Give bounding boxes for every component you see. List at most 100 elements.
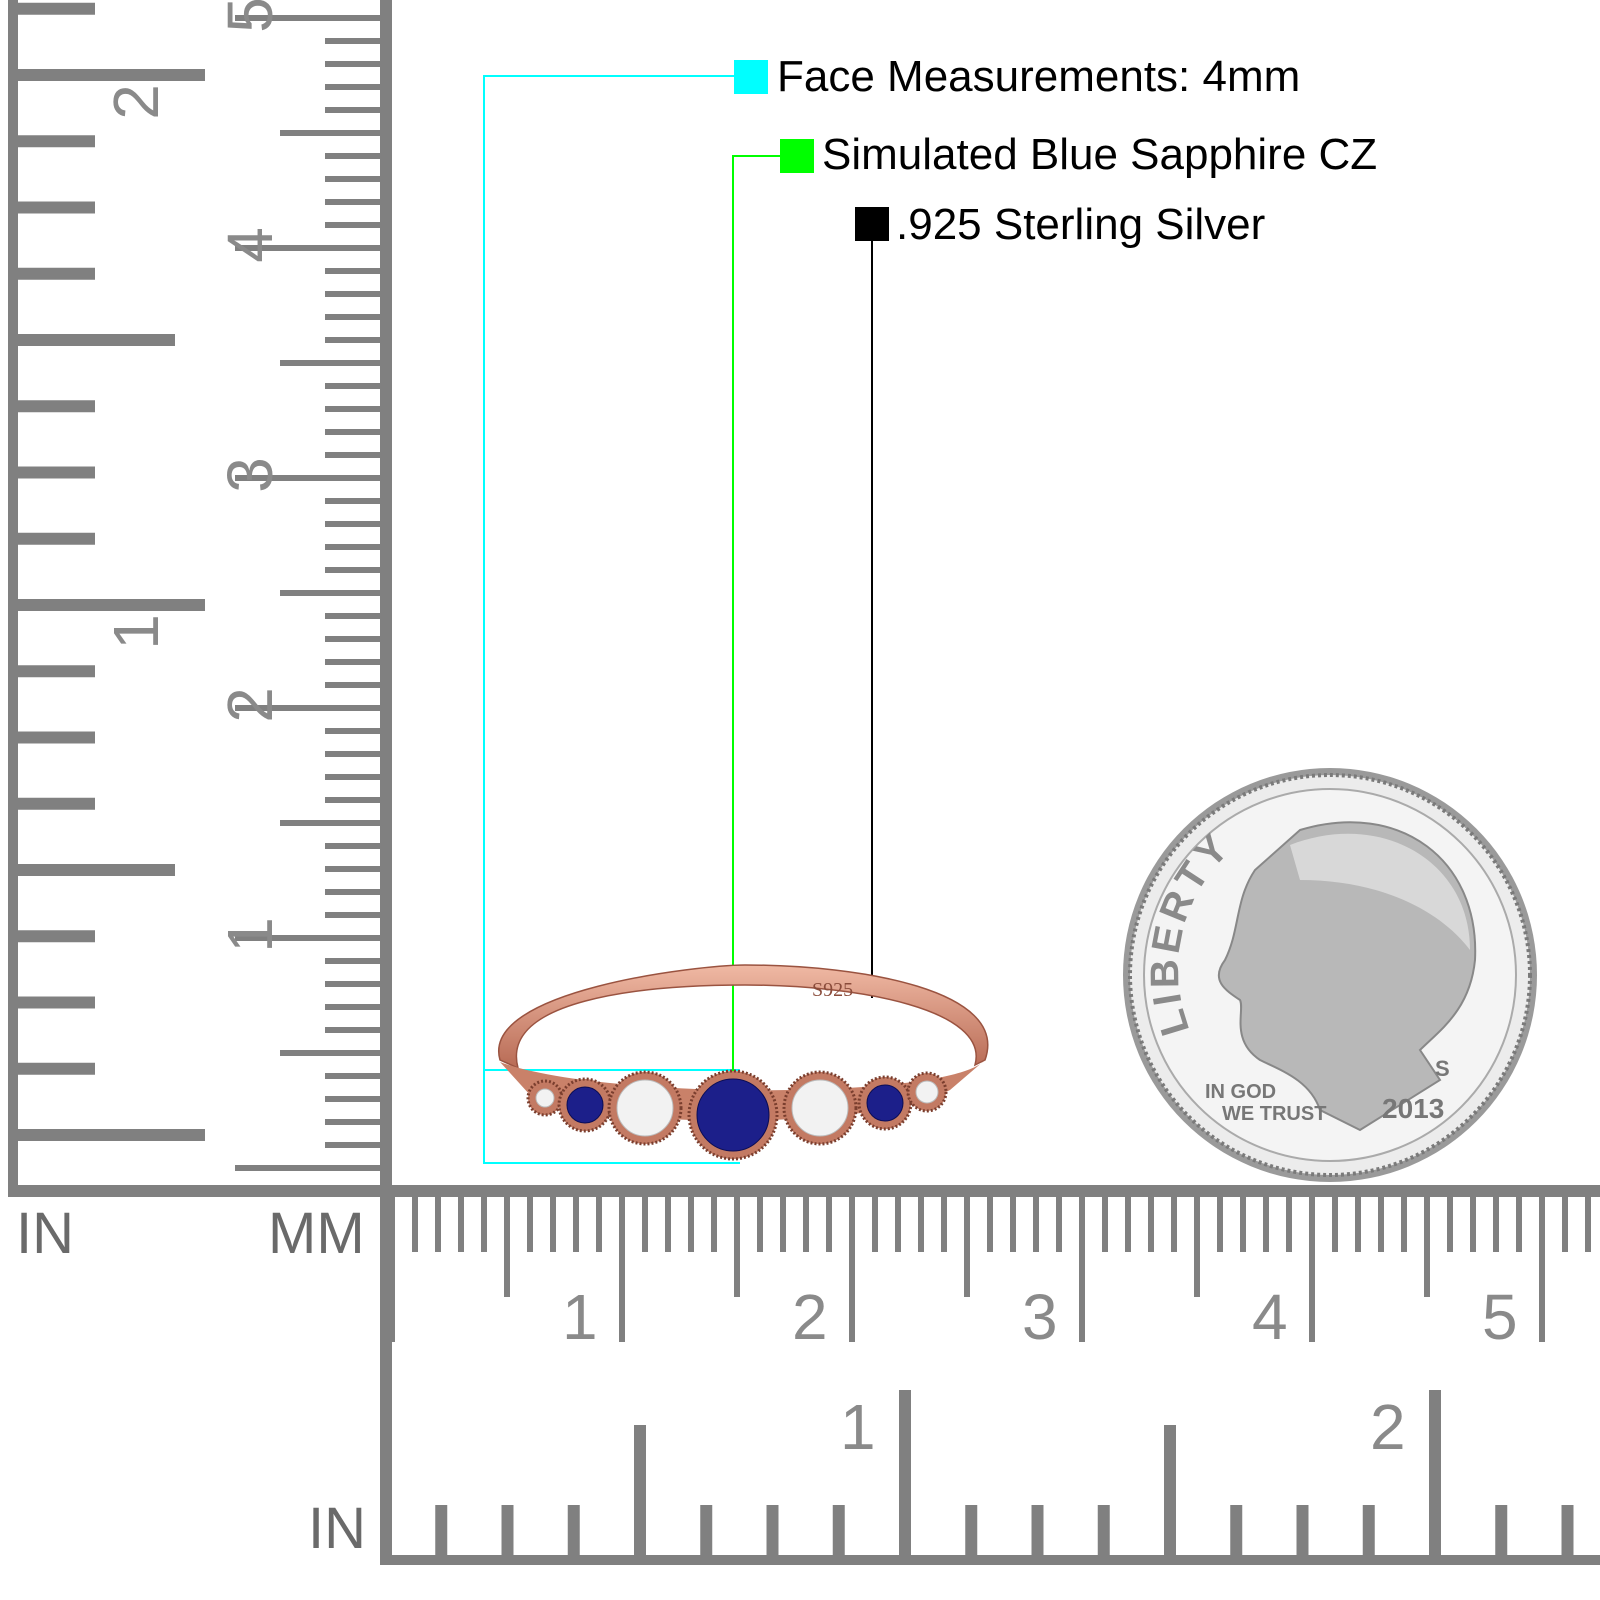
bottom-mm-tick [435, 1197, 441, 1252]
left-inch-tick [15, 599, 205, 611]
bottom-inch-tick [1097, 1505, 1110, 1555]
bottom-mm-tick [1217, 1197, 1223, 1252]
bottom-mm-tick [619, 1197, 625, 1342]
bottom-mm-tick [849, 1197, 855, 1342]
left-mm-tick [325, 567, 380, 573]
bottom-mm-tick [1056, 1197, 1062, 1252]
coin-motto-2: WE TRUST [1222, 1103, 1326, 1125]
left-mm-tick [280, 820, 380, 826]
left-mm-tick [325, 452, 380, 458]
bottom-mm-tick [1516, 1197, 1522, 1252]
left-inch-tick [15, 1062, 95, 1075]
left-mm-unit-label: MM [268, 1201, 365, 1266]
left-mm-tick [325, 843, 380, 849]
bottom-inch-tick [832, 1505, 845, 1555]
left-mm-tick [325, 866, 380, 872]
left-mm-tick [235, 935, 380, 941]
bottom-mm-label: 2 [792, 1281, 828, 1353]
sapphire-swatch [780, 139, 814, 173]
bottom-mm-tick [1033, 1197, 1039, 1252]
left-mm-tick [235, 475, 380, 481]
bottom-inch-label: 2 [1370, 1391, 1406, 1463]
coin-year: 2013 [1382, 1093, 1444, 1124]
bottom-mm-tick [1401, 1197, 1407, 1252]
left-inch-tick [15, 267, 95, 280]
bottom-inch-tick [1230, 1505, 1243, 1555]
left-inch-tick [15, 731, 95, 744]
left-mm-tick [325, 1004, 380, 1010]
left-mm-tick [325, 613, 380, 619]
bottom-mm-tick [596, 1197, 602, 1252]
bottom-mm-tick [573, 1197, 579, 1252]
left-mm-tick [325, 498, 380, 504]
face-measure-swatch [734, 60, 768, 94]
bottom-mm-tick [918, 1197, 924, 1252]
bottom-mm-tick [458, 1197, 464, 1252]
left-mm-tick [325, 797, 380, 803]
white-cz-stone [616, 1079, 674, 1137]
bottom-mm-tick [987, 1197, 993, 1252]
left-inch-tick [15, 996, 95, 1009]
left-mm-tick [325, 544, 380, 550]
coin-motto-1: IN GOD [1205, 1081, 1276, 1103]
left-mm-tick [325, 958, 380, 964]
left-mm-tick [235, 15, 380, 21]
left-inch-tick [15, 69, 205, 81]
bottom-mm-label: 3 [1022, 1281, 1058, 1353]
left-mm-tick [325, 1073, 380, 1079]
bottom-inch-tick [1031, 1505, 1044, 1555]
ring-stamp: S925 [812, 979, 853, 1001]
white-cz-stone [791, 1079, 849, 1137]
left-mm-tick [325, 84, 380, 90]
left-mm-tick [325, 61, 380, 67]
left-mm-tick [280, 590, 380, 596]
bottom-mm-tick [1010, 1197, 1016, 1252]
bottom-mm-tick [1194, 1197, 1200, 1297]
bottom-inch-tick [1164, 1425, 1176, 1555]
white-cz-stone [535, 1088, 555, 1108]
left-mm-tick [325, 222, 380, 228]
bottom-mm-tick [1079, 1197, 1085, 1342]
bottom-mm-tick [688, 1197, 694, 1252]
left-inch-tick [15, 466, 95, 479]
bottom-mm-tick [964, 1197, 970, 1297]
bottom-mm-label: 1 [562, 1281, 598, 1353]
bottom-mm-tick [711, 1197, 717, 1252]
left-inch-tick [15, 864, 175, 876]
bottom-mm-tick [780, 1197, 786, 1252]
left-inch-tick [15, 665, 95, 678]
bottom-mm-tick [1493, 1197, 1499, 1252]
left-mm-tick [325, 337, 380, 343]
bottom-inch-tick [1561, 1505, 1574, 1555]
left-mm-tick [325, 107, 380, 113]
bottom-inch-tick [700, 1505, 713, 1555]
left-mm-tick [325, 383, 380, 389]
bottom-mm-tick [826, 1197, 832, 1252]
bottom-mm-tick [1447, 1197, 1453, 1252]
sapphire-stone [566, 1086, 604, 1124]
bottom-inch-label: 1 [840, 1391, 876, 1463]
bottom-mm-tick [412, 1197, 418, 1252]
bottom-mm-tick [1539, 1197, 1545, 1342]
face-measure-line [483, 75, 740, 1164]
bottom-mm-tick [665, 1197, 671, 1252]
left-mm-tick [325, 1027, 380, 1033]
left-mm-tick [325, 1096, 380, 1102]
left-inch-tick [15, 797, 95, 810]
bottom-ruler-top-edge [8, 1185, 1600, 1197]
left-inch-tick [15, 135, 95, 148]
white-cz-stone [915, 1080, 939, 1104]
left-mm-tick [325, 291, 380, 297]
left-mm-tick [235, 705, 380, 711]
left-mm-tick [325, 659, 380, 665]
left-mm-tick [325, 751, 380, 757]
sapphire-stone [696, 1078, 770, 1152]
bottom-mm-tick [895, 1197, 901, 1252]
bottom-inch-tick [1495, 1505, 1508, 1555]
bottom-mm-tick [1263, 1197, 1269, 1252]
coin-mint-mark: S [1435, 1056, 1450, 1081]
left-mm-tick [325, 981, 380, 987]
